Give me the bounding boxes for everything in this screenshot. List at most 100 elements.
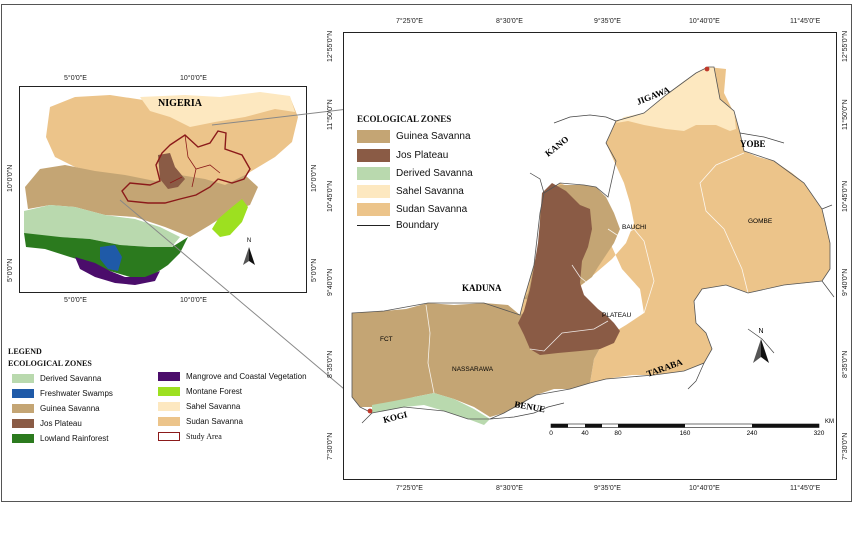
label-nassarawa: NASSARAWA — [452, 366, 494, 373]
label-fct: FCT — [380, 336, 393, 343]
legend-label: Freshwater Swamps — [40, 389, 113, 398]
legend-label: Study Area — [186, 432, 222, 441]
main-right-tick-1: 12°55'0"N — [842, 30, 849, 62]
label-kaduna: KADUNA — [462, 283, 502, 293]
inset-left-tick-2: 5°0'0"N — [7, 258, 14, 282]
inset-top-tick-2: 10°0'0"E — [180, 75, 207, 82]
legend-label: Lowland Rainforest — [40, 434, 109, 443]
main-legend-swatch — [357, 149, 390, 162]
legend-item-sahel-savanna: Sahel Savanna — [158, 402, 240, 411]
inset-map: N NIGERIA — [19, 86, 307, 293]
main-legend-item-guinea-savanna: Guinea Savanna — [357, 130, 471, 143]
inset-top-tick-1: 5°0'0"E — [64, 75, 87, 82]
legend-label: Jos Plateau — [40, 419, 82, 428]
main-legend-item-jos-plateau: Jos Plateau — [357, 149, 448, 162]
scale-label-80: 80 — [614, 430, 622, 437]
main-right-tick-2: 11°50'0"N — [842, 99, 849, 130]
main-legend-item-sahel-savanna: Sahel Savanna — [357, 185, 464, 198]
inset-title: NIGERIA — [158, 98, 203, 109]
main-legend-swatch — [357, 167, 390, 180]
main-legend-swatch — [357, 203, 390, 216]
main-north-label: N — [758, 328, 763, 335]
boundary-line-swatch — [357, 225, 390, 226]
main-external-lines — [361, 114, 835, 424]
main-right-tick-5: 8°35'0"N — [842, 350, 849, 378]
legend-item-mangrove: Mangrove and Coastal Vegetation — [158, 372, 307, 381]
scale-label-40: 40 — [581, 430, 589, 437]
main-map-svg: JIGAWA KANO YOBE KADUNA TARABA BENUE KOG… — [351, 66, 835, 437]
legend-item-freshwater-swamps: Freshwater Swamps — [12, 389, 113, 398]
legend-label: Guinea Savanna — [40, 404, 100, 413]
legend-item-study-area: Study Area — [158, 432, 222, 441]
main-bottom-tick-3: 9°35'0"E — [594, 485, 621, 492]
label-kano: KANO — [543, 134, 570, 159]
legend-item-sudan-savanna: Sudan Savanna — [158, 417, 243, 426]
inset-jos-plateau — [158, 153, 185, 189]
main-legend-item-boundary: Boundary — [357, 220, 439, 231]
label-benue: BENUE — [514, 399, 546, 414]
inset-right-tick-1: 10°0'0"N — [311, 164, 318, 192]
main-legend-label: Jos Plateau — [396, 150, 449, 161]
legend-swatch — [12, 404, 34, 413]
scale-label-0: 0 — [549, 430, 553, 437]
main-sudan-savanna — [520, 67, 830, 383]
left-legend: LEGEND ECOLOGICAL ZONES Derived Savanna … — [8, 343, 338, 443]
main-top-tick-2: 8°30'0"E — [496, 18, 523, 25]
main-state-boundaries — [425, 152, 749, 394]
inset-bottom-tick-2: 10°0'0"E — [180, 297, 207, 304]
main-legend-label: Derived Savanna — [396, 168, 473, 179]
legend-swatch — [158, 387, 180, 396]
main-right-tick-3: 10°45'0"N — [842, 180, 849, 212]
legend-swatch — [12, 374, 34, 383]
legend-label: Derived Savanna — [40, 374, 102, 383]
label-kogi: KOGI — [382, 409, 409, 425]
main-left-tick-5: 8°35'0"N — [327, 350, 334, 378]
main-north-arrow — [753, 339, 769, 363]
inset-left-tick-1: 10°0'0"N — [7, 164, 14, 192]
inset-study-area-outline-inner — [169, 134, 221, 188]
left-legend-subtitle: ECOLOGICAL ZONES — [8, 359, 92, 368]
legend-swatch-study-area — [158, 432, 180, 441]
marker-south — [367, 408, 373, 414]
main-jos-plateau — [518, 183, 620, 355]
main-top-tick-1: 7°25'0"E — [396, 18, 423, 25]
label-bauchi: BAUCHI — [622, 224, 647, 231]
scale-label-240: 240 — [747, 430, 758, 437]
main-right-tick-6: 7°30'0"N — [842, 432, 849, 460]
legend-item-derived-savanna: Derived Savanna — [12, 374, 101, 383]
scale-unit: KM — [825, 419, 834, 425]
inset-map-svg: N NIGERIA — [24, 92, 298, 285]
main-bottom-tick-1: 7°25'0"E — [396, 485, 423, 492]
main-bottom-tick-2: 8°30'0"E — [496, 485, 523, 492]
label-yobe: YOBE — [740, 139, 766, 149]
main-map: JIGAWA KANO YOBE KADUNA TARABA BENUE KOG… — [343, 32, 837, 480]
legend-swatch — [158, 372, 180, 381]
main-legend: ECOLOGICAL ZONES Guinea Savanna Jos Plat… — [353, 111, 486, 236]
legend-item-jos-plateau: Jos Plateau — [12, 419, 82, 428]
main-legend-swatch — [357, 185, 390, 198]
main-top-tick-4: 10°40'0"E — [689, 18, 720, 25]
legend-label: Montane Forest — [186, 387, 243, 396]
label-gombe: GOMBE — [748, 218, 773, 225]
label-plateau: PLATEAU — [602, 312, 631, 319]
main-left-tick-3: 10°45'0"N — [327, 180, 334, 212]
legend-label: Sudan Savanna — [186, 417, 243, 426]
main-legend-label: Boundary — [396, 220, 439, 231]
main-top-tick-5: 11°45'0"E — [790, 18, 821, 25]
main-left-tick-4: 9°40'0"N — [327, 268, 334, 296]
legend-swatch — [12, 389, 34, 398]
legend-swatch — [158, 417, 180, 426]
main-legend-item-derived-savanna: Derived Savanna — [357, 167, 473, 180]
main-legend-title: ECOLOGICAL ZONES — [357, 114, 452, 124]
legend-label: Mangrove and Coastal Vegetation — [186, 372, 307, 381]
inset-freshwater-swamps — [100, 245, 122, 271]
main-bottom-tick-4: 10°40'0"E — [689, 485, 720, 492]
main-right-tick-4: 9°40'0"N — [842, 268, 849, 296]
main-legend-swatch — [357, 130, 390, 143]
legend-label: Sahel Savanna — [186, 402, 241, 411]
main-legend-label: Sudan Savanna — [396, 204, 468, 215]
scale-label-320: 320 — [814, 430, 825, 437]
legend-item-montane-forest: Montane Forest — [158, 387, 242, 396]
main-legend-item-sudan-savanna: Sudan Savanna — [357, 203, 467, 216]
legend-swatch — [158, 402, 180, 411]
